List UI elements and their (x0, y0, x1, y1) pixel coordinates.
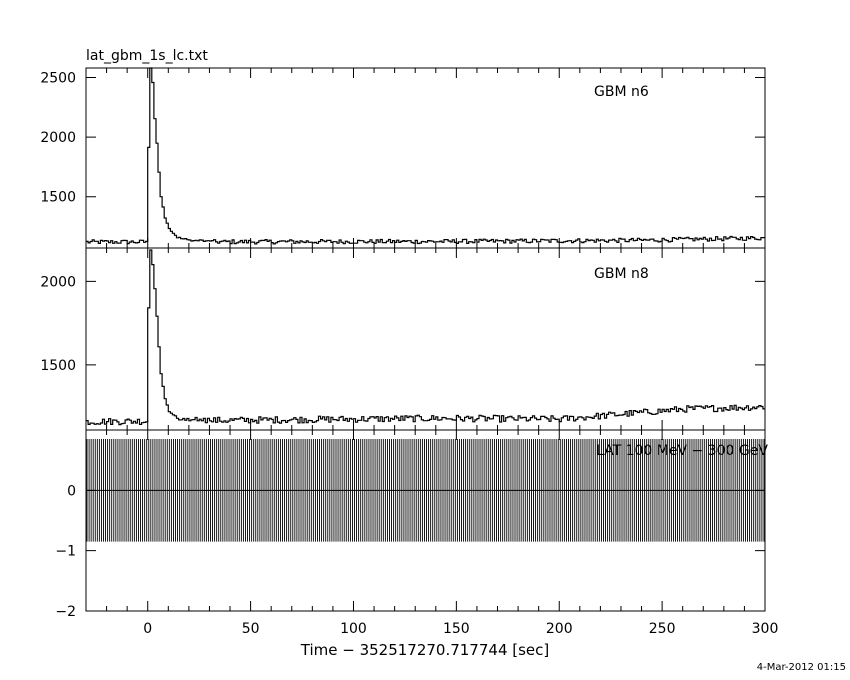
panel-gbm-n6-label: GBM n6 (594, 84, 649, 100)
panel-1-frame (85, 247, 766, 431)
x-tick-label-100: 100 (340, 621, 367, 637)
panel-lat-marks: −2 −1 0 0 50 100 150 200 250 300 (55, 429, 779, 637)
panel-2-y-tick-label-0: 0 (67, 483, 76, 499)
panel-2-frame (85, 429, 766, 612)
x-tick-label-250: 250 (649, 621, 676, 637)
panel-1-y-tick-label-1500: 1500 (40, 358, 76, 374)
panel-2-y-tick-label--1: −1 (55, 544, 76, 560)
panel-1-y-tick-label-2000: 2000 (40, 274, 76, 290)
panel-gbm-n8-label: GBM n8 (594, 266, 649, 282)
panel-0-x-minor-ticks (106, 68, 745, 248)
x-tick-label-200: 200 (546, 621, 573, 637)
panel-2-x-minor-ticks (106, 430, 745, 611)
panel-lat: −2 −1 0 0 50 100 150 200 250 300 LAT 100 MeV − 30… (55, 429, 779, 637)
panel-0-frame (85, 67, 766, 249)
panel-0-y-tick-label-2500: 2500 (40, 71, 76, 87)
panel-gbm-n8: 1500 2000 GBM n8 (40, 247, 766, 431)
panel-1-series-line (86, 249, 765, 426)
file-title: lat_gbm_1s_lc.txt (86, 48, 208, 64)
timestamp-stamp: 4-Mar-2012 01:15 (757, 662, 846, 673)
panel-1-x-minor-ticks (106, 248, 745, 430)
panel-0-y-tick-label-1500: 1500 (40, 190, 76, 206)
panel-0-series-line (86, 67, 765, 245)
panel-gbm-n6-marks: 1500 2000 2500 (40, 67, 766, 249)
panel-0-y-tick-label-2000: 2000 (40, 130, 76, 146)
panel-gbm-n6: 1500 2000 2500 GBM n6 (40, 67, 766, 249)
panel-gbm-n8-marks: 1500 2000 (40, 247, 766, 431)
x-tick-label-300: 300 (752, 621, 779, 637)
panel-2-y-tick-label--2: −2 (55, 604, 76, 620)
panel-lat-label: LAT 100 MeV − 300 GeV (596, 443, 768, 459)
x-axis-title: Time − 352517270.717744 [sec] (300, 641, 550, 659)
x-tick-label-150: 150 (443, 621, 470, 637)
x-tick-label-50: 50 (242, 621, 260, 637)
x-tick-label-0: 0 (143, 621, 152, 637)
